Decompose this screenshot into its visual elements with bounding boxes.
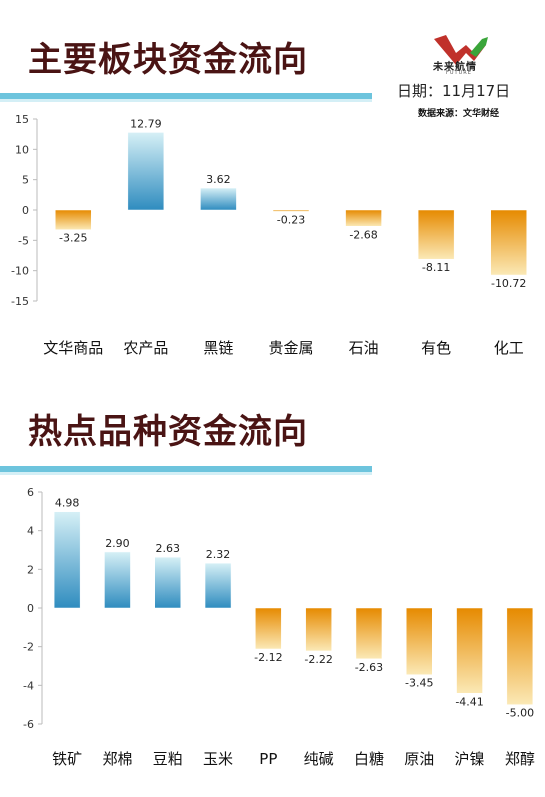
bar-原油 xyxy=(406,607,433,675)
bar-化工 xyxy=(490,209,527,276)
source-label: 数据来源：文华财经 xyxy=(418,109,500,119)
data-label: -0.23 xyxy=(277,214,305,227)
bar-郑棉 xyxy=(104,551,131,609)
data-label: -3.45 xyxy=(405,677,433,690)
bar-石油 xyxy=(345,209,382,227)
y-tick-label: 0 xyxy=(27,602,34,615)
bar-有色 xyxy=(417,209,455,260)
data-label: -4.41 xyxy=(455,695,483,708)
category-label: 石油 xyxy=(349,339,379,357)
hot-flow-title: 热点品种资金流向 xyxy=(28,412,308,452)
y-tick-label: -6 xyxy=(23,718,34,731)
y-tick-label: -4 xyxy=(23,679,34,692)
category-label: 贵金属 xyxy=(268,339,313,357)
title-underline-light xyxy=(0,472,372,475)
bar-玉米 xyxy=(204,562,232,609)
sector-flow-chart: 15 10 5 0 -5 -10 -15 -3.25 文华商品 12.79 农产品 3.62 黑链 -0.… xyxy=(11,113,527,357)
category-label: 铁矿 xyxy=(52,750,82,768)
y-tick-label: -15 xyxy=(11,295,29,308)
bar-文华商品 xyxy=(55,209,92,230)
bar-郑醇 xyxy=(506,607,534,705)
bar-豆粕 xyxy=(154,556,181,609)
title-underline xyxy=(0,93,372,99)
data-label: -2.68 xyxy=(349,228,377,241)
category-label: 纯碱 xyxy=(304,750,334,768)
bar-贵金属 xyxy=(272,209,310,212)
y-tick-label: 6 xyxy=(27,486,34,499)
category-label: 郑棉 xyxy=(102,750,132,768)
data-label: -2.22 xyxy=(304,653,332,666)
y-tick-label: 10 xyxy=(15,143,29,156)
bar-黑链 xyxy=(200,187,237,211)
title-underline xyxy=(0,466,372,472)
title-underline-light xyxy=(0,99,372,102)
sector-flow-title: 主要板块资金流向 xyxy=(28,40,308,80)
data-label: 12.79 xyxy=(130,117,162,130)
category-label: 玉米 xyxy=(203,750,233,768)
logo-icon xyxy=(434,35,488,65)
category-label: 郑醇 xyxy=(505,750,535,768)
data-label: 4.98 xyxy=(55,497,80,510)
category-label: 黑链 xyxy=(203,339,233,357)
data-label: 2.63 xyxy=(156,542,181,555)
y-tick-label: -10 xyxy=(11,265,29,278)
data-label: 2.90 xyxy=(105,537,130,550)
category-label: 原油 xyxy=(404,750,434,768)
bar-农产品 xyxy=(127,132,165,211)
bar-纯碱 xyxy=(305,607,332,652)
bar-沪镍 xyxy=(456,607,483,694)
category-label: 农产品 xyxy=(123,339,168,357)
bar-铁矿 xyxy=(53,511,81,609)
y-tick-label: 2 xyxy=(27,563,34,576)
bar-PP xyxy=(255,607,282,650)
data-label: 2.32 xyxy=(206,548,231,561)
category-label: 豆粕 xyxy=(153,750,183,768)
category-label: 沪镍 xyxy=(455,750,485,768)
category-label: 有色 xyxy=(421,339,451,357)
date-label: 日期：11月17日 xyxy=(397,82,511,100)
bar-白糖 xyxy=(355,607,383,660)
category-label: 文华商品 xyxy=(43,339,103,357)
hot-flow-chart: 6 4 2 0 -2 -4 -6 4.98 铁矿 2.90 郑棉 2.63 豆粕 2.32 玉米 -2.12 P… xyxy=(23,486,535,768)
data-label: -8.11 xyxy=(422,261,450,274)
y-tick-label: -5 xyxy=(18,234,29,247)
y-tick-label: -2 xyxy=(23,641,34,654)
y-tick-label: 15 xyxy=(15,113,29,126)
category-label: 白糖 xyxy=(354,750,384,768)
y-tick-label: 4 xyxy=(27,525,34,538)
logo-text: 未来航情 xyxy=(433,62,477,73)
data-label: -5.00 xyxy=(506,707,534,720)
data-label: -2.12 xyxy=(254,651,282,664)
category-label: PP xyxy=(259,750,277,768)
category-label: 化工 xyxy=(494,339,524,357)
data-label: -3.25 xyxy=(59,232,87,245)
y-tick-label: 0 xyxy=(22,204,29,217)
data-label: -2.63 xyxy=(355,661,383,674)
logo-subtext: FUTURE xyxy=(446,70,472,76)
data-label: 3.62 xyxy=(206,173,231,186)
y-tick-label: 5 xyxy=(22,174,29,187)
data-label: -10.72 xyxy=(491,277,526,290)
